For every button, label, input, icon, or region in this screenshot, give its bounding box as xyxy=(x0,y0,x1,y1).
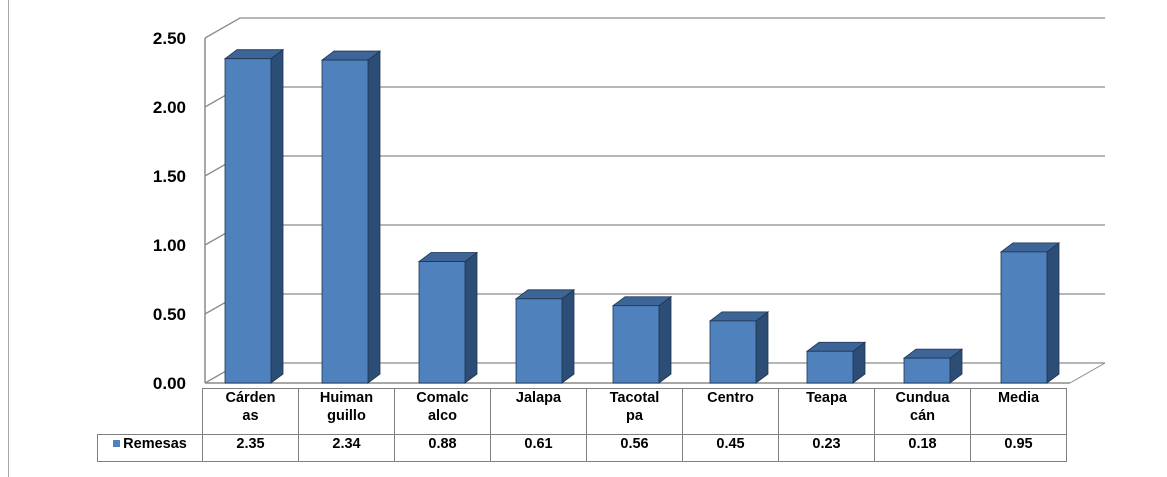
category-label: Cundua cán xyxy=(874,388,971,435)
chart-data-table: Cárden as Huiman guillo Comalc alco Jalapa Taco… xyxy=(97,388,1067,462)
value-label: 0.23 xyxy=(778,434,875,462)
category-label-line: as xyxy=(242,408,259,424)
y-tick-label: 2.50 xyxy=(153,29,186,48)
category-label-line: Comalc xyxy=(416,390,469,406)
category-label-line: Tacotal xyxy=(609,390,660,406)
bar-side xyxy=(270,48,284,384)
y-tick-label: 0.50 xyxy=(153,305,186,324)
y-tick-label: 1.00 xyxy=(153,236,186,255)
legend-entry: Remesas xyxy=(97,434,203,462)
bar xyxy=(224,58,272,384)
bar xyxy=(418,261,466,384)
category-label-line: Cundua xyxy=(895,390,950,406)
bar-side xyxy=(755,311,769,384)
category-row: Cárden as Huiman guillo Comalc alco Jalapa Taco… xyxy=(97,388,1067,435)
category-label: Jalapa xyxy=(490,388,587,435)
value-label: 0.18 xyxy=(874,434,971,462)
bar-side xyxy=(658,295,672,384)
bar xyxy=(1000,251,1048,384)
value-label: 2.35 xyxy=(202,434,299,462)
category-label-line: Teapa xyxy=(806,390,847,406)
chart-frame-line xyxy=(8,0,9,477)
category-label-line: pa xyxy=(626,408,643,424)
value-label: 0.45 xyxy=(682,434,779,462)
category-label: Tacotal pa xyxy=(586,388,683,435)
value-label: 0.61 xyxy=(490,434,587,462)
bar xyxy=(806,350,854,384)
legend-swatch-icon xyxy=(113,439,121,447)
value-label: 0.95 xyxy=(970,434,1067,462)
bar xyxy=(709,320,757,384)
category-label: Teapa xyxy=(778,388,875,435)
y-tick-label: 2.00 xyxy=(153,98,186,117)
y-tick-label: 0.00 xyxy=(153,374,186,393)
category-label-line: cán xyxy=(910,408,935,424)
bar xyxy=(515,298,563,384)
gridline xyxy=(204,17,1105,39)
value-row: Remesas 2.35 2.34 0.88 0.61 0.56 0.45 0.23 0.18… xyxy=(97,434,1067,462)
bar xyxy=(903,357,951,384)
category-label-line: Huiman xyxy=(319,390,374,406)
bar-side xyxy=(561,289,575,384)
floor-edge-right xyxy=(1069,362,1106,384)
category-label: Centro xyxy=(682,388,779,435)
category-label-line: alco xyxy=(427,408,457,424)
bar xyxy=(321,59,369,384)
category-label-line: Jalapa xyxy=(515,390,562,406)
legend-series-name: Remesas xyxy=(123,436,187,452)
category-label: Cárden as xyxy=(202,388,299,435)
category-label: Media xyxy=(970,388,1067,435)
category-label-line: Centro xyxy=(707,390,754,406)
category-label: Huiman guillo xyxy=(298,388,395,435)
table-corner xyxy=(97,388,203,435)
bar-side xyxy=(464,251,478,384)
category-label-line: Cárden xyxy=(225,390,276,406)
bar xyxy=(612,305,660,384)
category-label-line: Media xyxy=(997,390,1040,406)
value-label: 0.88 xyxy=(394,434,491,462)
bar-side xyxy=(1046,242,1060,384)
value-label: 0.56 xyxy=(586,434,683,462)
y-tick-label: 1.50 xyxy=(153,167,186,186)
value-label: 2.34 xyxy=(298,434,395,462)
category-label-line: guillo xyxy=(327,408,366,424)
category-label: Comalc alco xyxy=(394,388,491,435)
bar-side xyxy=(367,50,381,384)
